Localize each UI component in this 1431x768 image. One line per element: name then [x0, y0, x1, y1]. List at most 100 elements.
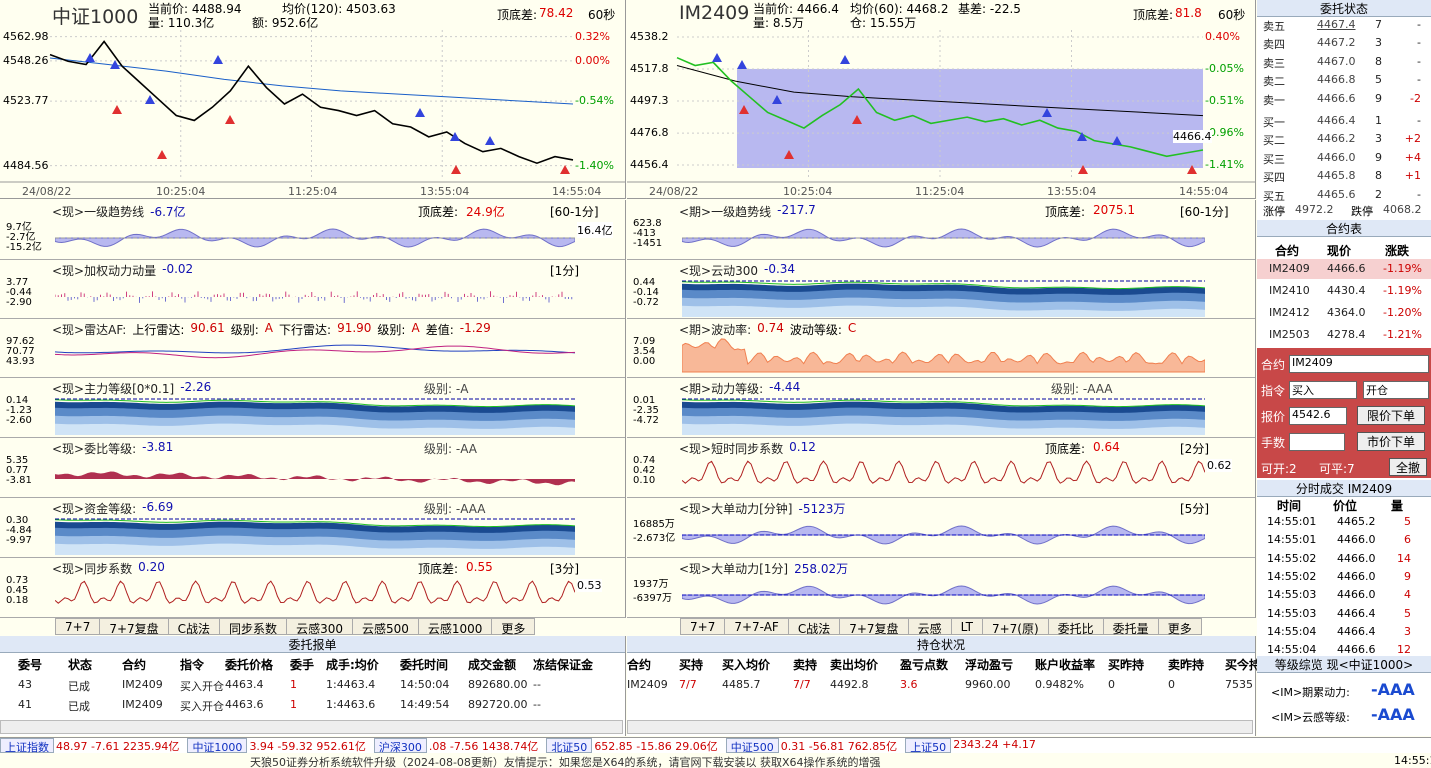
tab[interactable]: 7+7-AF — [724, 618, 789, 635]
column-header: 买入均价 — [722, 658, 771, 672]
input[interactable]: 开仓 — [1363, 381, 1429, 399]
tab[interactable]: 云感 — [907, 618, 952, 636]
pct-label: -0.96% — [1205, 126, 1244, 140]
last-price: 4466.4 — [1173, 129, 1212, 143]
y-label: 7.09 — [633, 336, 656, 347]
index-name: 中证500 — [725, 738, 779, 754]
table-title: 持仓状况 — [627, 636, 1255, 653]
tab[interactable]: 7+7(原) — [981, 618, 1049, 636]
column-header: 合约 — [122, 658, 147, 672]
book-cell: +4 — [1404, 150, 1421, 164]
pct-label: 0.32% — [575, 29, 610, 43]
tab[interactable]: 7+7 — [680, 618, 726, 635]
scrollbar[interactable] — [0, 720, 623, 734]
panel-title: <现>一级趋势线 — [52, 205, 145, 219]
book-cell: 2 — [1375, 187, 1382, 201]
y-label: -4.72 — [633, 415, 659, 426]
contract-cell[interactable]: -1.19% — [1383, 262, 1422, 275]
tab[interactable]: 云感300 — [286, 618, 353, 636]
label: 可开:2 — [1261, 462, 1297, 476]
side-label: 16.4亿 — [577, 222, 613, 238]
book-cell: 4466.6 — [1317, 91, 1356, 105]
tick-cell: 3 — [1404, 624, 1411, 638]
contract-cell[interactable]: 4430.4 — [1327, 284, 1366, 297]
side-label: 0.53 — [577, 579, 602, 592]
index-value: 2343.24 +4.17 — [953, 738, 1036, 751]
contract-cell[interactable]: -1.19% — [1383, 284, 1422, 297]
contract-cell[interactable]: IM2409 — [1269, 262, 1310, 275]
contract-cell[interactable]: 4466.6 — [1327, 262, 1366, 275]
scrollbar[interactable] — [627, 720, 1253, 734]
column-header: 价位 — [1333, 499, 1358, 513]
tab[interactable]: 7+7复盘 — [839, 618, 909, 636]
book-cell: 卖三 — [1263, 56, 1285, 70]
tick-cell: 9 — [1404, 569, 1411, 583]
panel-value: -6.7亿 — [150, 205, 186, 219]
tick-cell: 4466.6 — [1337, 643, 1376, 657]
tab[interactable]: 更多 — [491, 618, 536, 636]
tab[interactable]: 云感1000 — [417, 618, 493, 636]
cell: IM2409 — [627, 678, 668, 691]
tab[interactable]: 委托量 — [1102, 618, 1159, 636]
signal — [784, 150, 794, 159]
signal — [1042, 108, 1052, 117]
cell: 已成 — [68, 680, 90, 693]
button[interactable]: 市价下单 — [1357, 432, 1425, 451]
panel-value: 258.02万 — [794, 562, 849, 576]
plot — [682, 398, 1205, 435]
cell: 41 — [18, 698, 32, 711]
tab[interactable]: 7+7 — [55, 618, 101, 635]
y-label: 3.77 — [6, 277, 29, 288]
diff-value: 0.64 — [1093, 440, 1120, 454]
tab[interactable]: C战法 — [167, 618, 221, 636]
tab[interactable]: 更多 — [1157, 618, 1202, 636]
input[interactable]: 买入 — [1289, 381, 1357, 399]
tab[interactable]: 委托比 — [1047, 618, 1104, 636]
book-cell: - — [1417, 54, 1421, 68]
cell: 0 — [1108, 678, 1115, 691]
tab[interactable]: 同步系数 — [219, 618, 288, 636]
book-cell: 卖二 — [1263, 75, 1285, 89]
input[interactable]: IM2409 — [1289, 355, 1429, 373]
contract-cell[interactable]: -1.20% — [1383, 306, 1422, 319]
contract-cell[interactable]: 4364.0 — [1327, 306, 1366, 319]
y-label: 0.10 — [633, 475, 656, 486]
plot — [55, 398, 575, 435]
cell: 0.9482% — [1035, 678, 1084, 691]
contract-cell[interactable]: IM2503 — [1269, 328, 1310, 341]
y-label: -9.97 — [6, 535, 32, 546]
side-label: 0.62 — [1207, 459, 1232, 472]
index-name: 上证50 — [905, 738, 952, 754]
column-header: 量 — [1391, 499, 1404, 513]
diff-value: 2075.1 — [1093, 203, 1135, 217]
input[interactable]: 4542.6 — [1289, 407, 1347, 425]
panel-value: -0.34 — [764, 262, 796, 276]
section-title: 等级综览 现<中证1000> — [1257, 656, 1431, 673]
input[interactable] — [1289, 433, 1345, 451]
y-tick-label: 4484.56 — [3, 158, 49, 172]
contract-cell[interactable]: IM2412 — [1269, 306, 1310, 319]
tick-cell: 14:55:04 — [1267, 643, 1317, 657]
column-header: 现价 — [1327, 244, 1352, 258]
button[interactable]: 全撤 — [1389, 458, 1427, 476]
item-label: 级别: — [230, 323, 259, 337]
index-name: 上证指数 — [0, 738, 54, 754]
tab[interactable]: 7+7复盘 — [99, 618, 169, 636]
tab[interactable]: LT — [950, 618, 983, 635]
button[interactable]: 限价下单 — [1357, 406, 1425, 425]
column-header: 成交金额 — [468, 658, 517, 672]
contract-cell[interactable]: 4278.4 — [1327, 328, 1366, 341]
tick-cell: 14:55:03 — [1267, 588, 1317, 602]
signal — [737, 60, 747, 69]
contract-cell[interactable]: IM2410 — [1269, 284, 1310, 297]
contract-cell[interactable]: -1.21% — [1383, 328, 1422, 341]
book-cell: 4466.2 — [1317, 132, 1356, 146]
tab[interactable]: C战法 — [787, 618, 841, 636]
tick-cell: 4 — [1404, 588, 1411, 602]
tab[interactable]: 云感500 — [351, 618, 419, 636]
signal — [1112, 136, 1122, 145]
y-label: -15.2亿 — [6, 242, 42, 253]
y-tick-label: 4548.26 — [3, 53, 49, 67]
cell: IM2409 — [122, 678, 163, 691]
